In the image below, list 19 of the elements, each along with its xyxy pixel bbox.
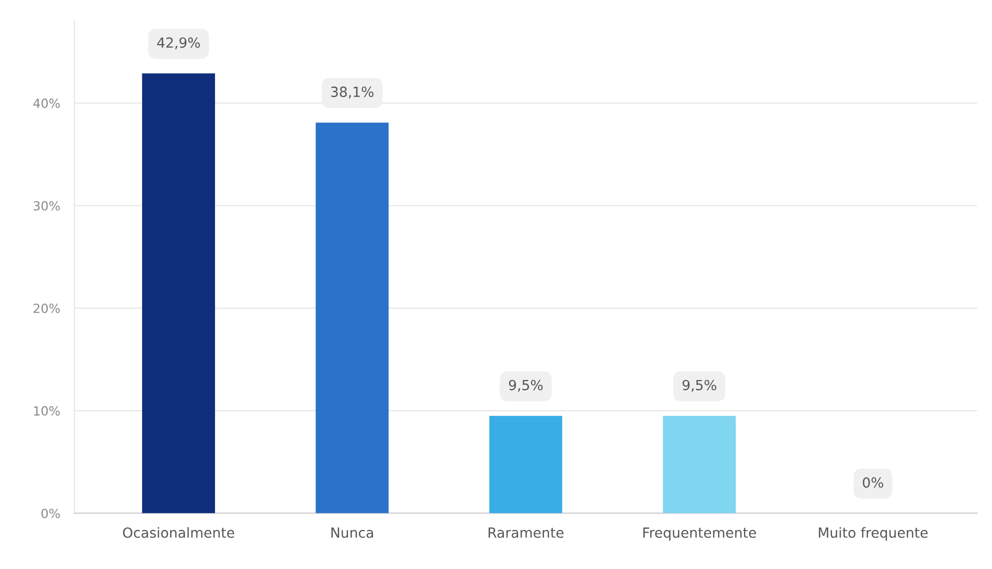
x-tick-label: Nunca (331, 528, 373, 538)
bar (662, 416, 736, 514)
x-tick-label: Frequentemente (643, 528, 756, 541)
bar (142, 73, 216, 514)
x-tick-label: Ocasionalmente (122, 527, 234, 538)
bar (316, 122, 389, 514)
data-label: 9,5% (682, 380, 716, 392)
x-tick-label: Muito frequente (818, 527, 928, 541)
y-tick-label: 40% (33, 98, 60, 108)
y-tick-label: 20% (34, 304, 60, 314)
y-tick-label: 30% (34, 201, 60, 211)
y-tick-label: 0% (42, 508, 60, 518)
data-label: 9,5% (508, 380, 543, 392)
data-label: 38,1% (331, 86, 374, 98)
data-label: 0% (862, 477, 884, 488)
data-label: 42,9% (157, 37, 200, 50)
bar (489, 416, 562, 514)
y-tick-label: 10% (34, 406, 60, 416)
x-tick-label: Raramente (488, 528, 564, 538)
